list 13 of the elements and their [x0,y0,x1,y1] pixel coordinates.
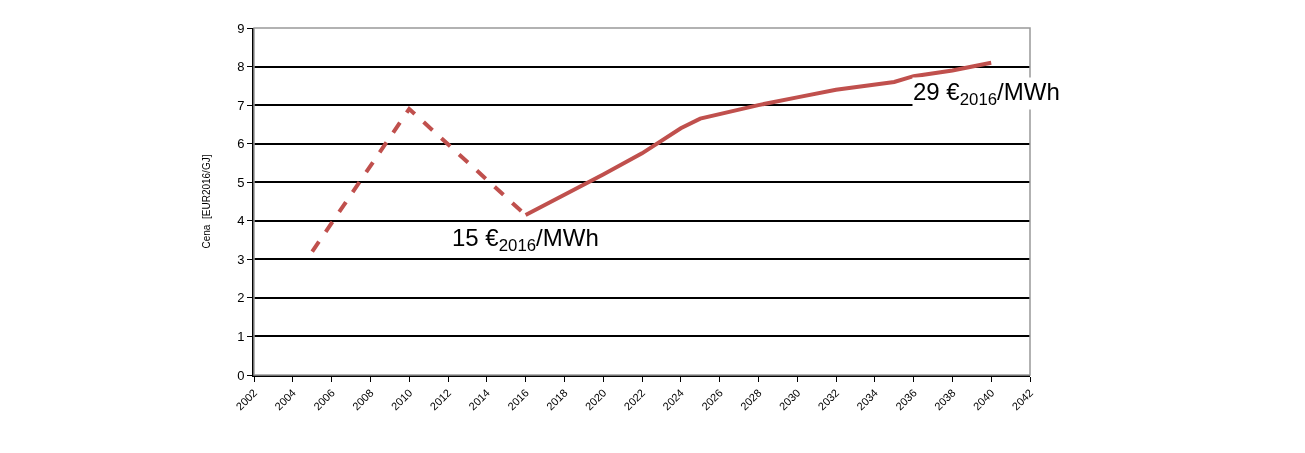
y-tick-label: 3 [237,251,245,267]
y-tick-label: 8 [237,59,245,75]
y-axis-title: Cena [EUR2016/GJ] [200,154,212,249]
y-tick-label: 7 [237,97,245,113]
annotation: 15 €$_{2016}$/MWh [452,224,599,256]
y-tick-label: 5 [237,174,245,190]
y-tick-label: 1 [237,328,245,344]
y-tick-label: 9 [237,20,245,36]
y-tick-label: 2 [237,290,245,306]
y-tick-label: 0 [237,367,245,383]
annotation: 29 €$_{2016}$/MWh [913,78,1060,110]
y-tick-label: 6 [237,136,245,152]
y-tick-label: 4 [237,213,245,229]
